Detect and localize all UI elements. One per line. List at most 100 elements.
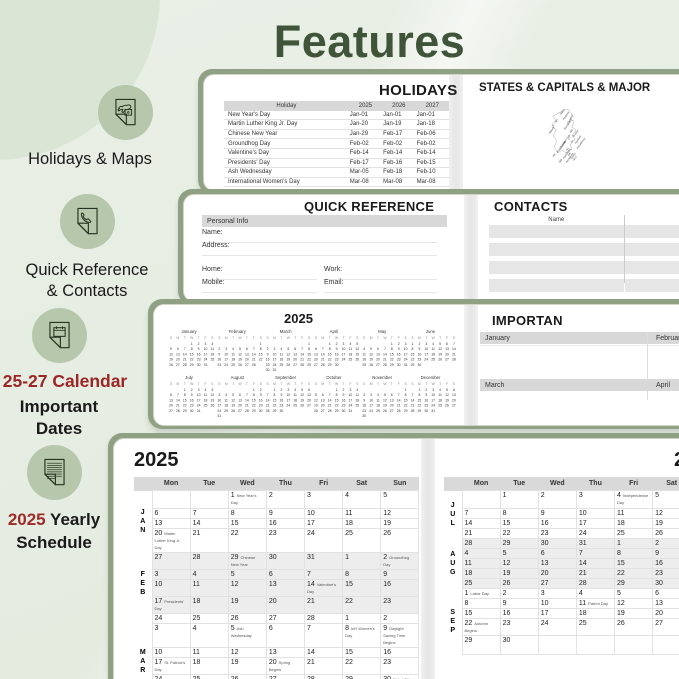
svg-text:12: 12 [300,393,304,397]
svg-text:11: 11 [211,347,215,351]
svg-text:27: 27 [293,363,297,367]
svg-text:13: 13 [176,352,180,356]
svg-text:27: 27 [321,409,325,413]
svg-text:25: 25 [376,409,380,413]
svg-text:11: 11 [231,352,235,356]
svg-text:14: 14 [300,352,304,356]
svg-text:T: T [184,382,186,386]
svg-text:M: M [273,336,276,340]
svg-text:16: 16 [280,398,284,402]
svg-text:29: 29 [335,409,339,413]
svg-text:23: 23 [259,404,263,408]
svg-text:29: 29 [418,409,422,413]
svg-text:3: 3 [198,388,200,392]
svg-text:26: 26 [231,409,235,413]
svg-text:30: 30 [280,409,284,413]
svg-text:20: 20 [238,404,242,408]
svg-text:18: 18 [355,398,359,402]
svg-text:T: T [280,382,282,386]
svg-text:24: 24 [349,404,353,408]
svg-text:PA: PA [552,152,557,157]
svg-text:T: T [198,382,200,386]
svg-text:3: 3 [349,388,351,392]
svg-text:19: 19 [314,404,318,408]
svg-text:March: March [280,329,293,334]
svg-text:17: 17 [424,352,428,356]
svg-text:W: W [335,382,339,386]
svg-text:21: 21 [300,358,304,362]
svg-text:7: 7 [246,393,248,397]
svg-text:6: 6 [170,393,172,397]
svg-text:4: 4 [349,342,351,346]
svg-text:15: 15 [411,352,415,356]
svg-text:February: February [229,329,247,334]
svg-text:2: 2 [260,388,262,392]
svg-text:18: 18 [349,352,353,356]
svg-text:14: 14 [321,352,325,356]
svg-text:2: 2 [418,342,420,346]
svg-text:M: M [321,382,324,386]
svg-text:7: 7 [412,393,414,397]
svg-text:22: 22 [273,404,277,408]
svg-text:19: 19 [238,358,242,362]
svg-text:10: 10 [286,393,290,397]
svg-text:29: 29 [307,363,311,367]
svg-text:28: 28 [328,409,332,413]
svg-text:27: 27 [169,409,173,413]
svg-text:31: 31 [404,363,408,367]
svg-text:24: 24 [197,404,201,408]
svg-text:14: 14 [328,398,332,402]
svg-text:8: 8 [260,347,262,351]
svg-text:F: F [204,382,206,386]
svg-text:T: T [294,382,296,386]
svg-text:7: 7 [453,342,455,346]
svg-text:16: 16 [335,352,339,356]
svg-text:27: 27 [176,363,180,367]
svg-text:29: 29 [190,363,194,367]
svg-text:9: 9 [191,393,193,397]
svg-text:8: 8 [329,347,331,351]
svg-text:17: 17 [431,398,435,402]
svg-text:15: 15 [335,398,339,402]
svg-text:3: 3 [225,347,227,351]
svg-text:F: F [204,336,206,340]
svg-text:19: 19 [300,398,304,402]
svg-text:W: W [383,336,387,340]
svg-text:T: T [329,382,331,386]
svg-text:7: 7 [253,347,255,351]
svg-text:S: S [308,336,311,340]
svg-text:17: 17 [404,352,408,356]
svg-text:8: 8 [253,393,255,397]
svg-text:20: 20 [445,352,449,356]
svg-text:14: 14 [411,398,415,402]
svg-text:29: 29 [404,409,408,413]
svg-text:21: 21 [411,404,415,408]
svg-text:M: M [418,382,421,386]
svg-text:9: 9 [343,393,345,397]
svg-text:26: 26 [355,358,359,362]
svg-text:17: 17 [197,398,201,402]
svg-text:October: October [326,375,342,380]
svg-text:4: 4 [225,393,227,397]
svg-text:22: 22 [390,358,394,362]
svg-text:6: 6 [446,342,448,346]
svg-text:28: 28 [266,409,270,413]
svg-text:16: 16 [197,352,201,356]
svg-text:11: 11 [349,347,353,351]
svg-text:21: 21 [328,404,332,408]
svg-text:23: 23 [217,363,221,367]
svg-text:16: 16 [190,398,194,402]
svg-text:3: 3 [432,388,434,392]
svg-text:S: S [404,336,407,340]
svg-text:12: 12 [211,393,215,397]
svg-text:W: W [432,336,436,340]
svg-text:T: T [439,382,441,386]
svg-text:W: W [383,382,387,386]
svg-text:12: 12 [355,347,359,351]
svg-text:20: 20 [321,404,325,408]
svg-text:S: S [404,382,407,386]
svg-text:July: July [185,375,193,380]
svg-text:4: 4 [294,388,296,392]
svg-text:20: 20 [452,398,456,402]
svg-text:31: 31 [431,409,435,413]
